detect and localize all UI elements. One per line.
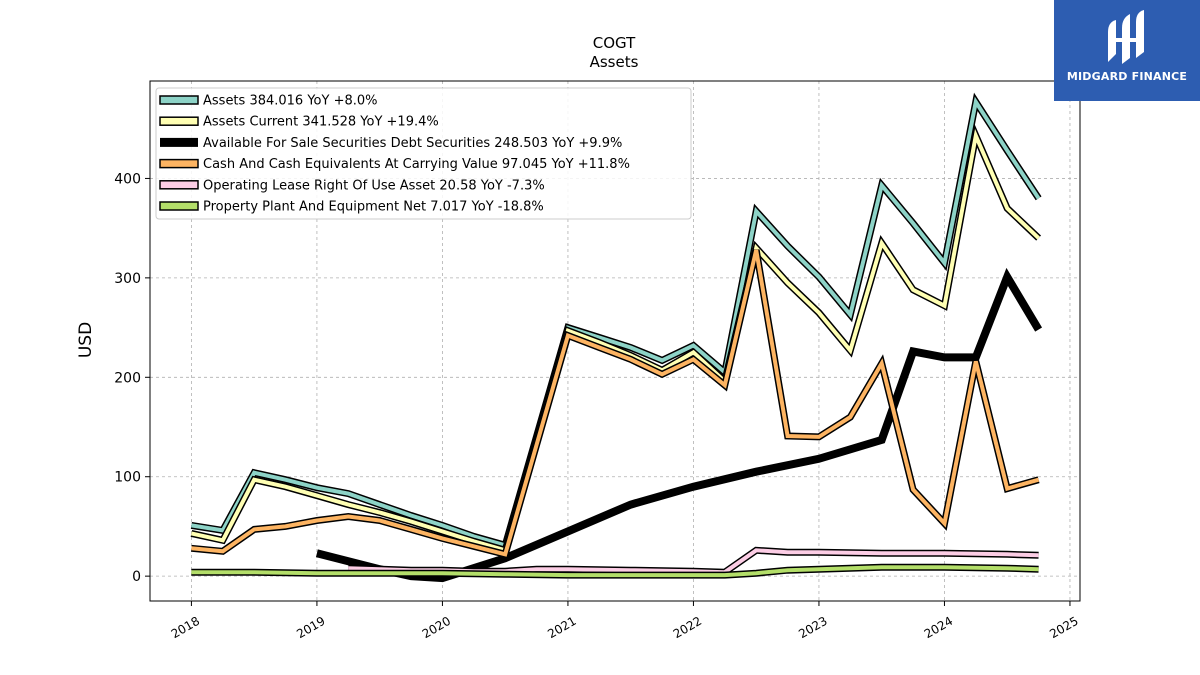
legend-swatch [160, 137, 198, 147]
y-tick-label: 300 [114, 271, 141, 287]
axes-frame [149, 80, 1081, 602]
legend-label: Operating Lease Right Of Use Asset 20.58… [203, 178, 545, 193]
legend-item: Property Plant And Equipment Net 7.017 Y… [159, 200, 544, 215]
x-tick-label: 2025 [1047, 614, 1080, 641]
y-tick-label: 200 [114, 370, 141, 386]
x-tick-label: 2018 [169, 614, 202, 641]
legend-swatch [159, 201, 199, 211]
legend-box [155, 87, 692, 220]
legend-item: Operating Lease Right Of Use Asset 20.58… [159, 178, 545, 193]
legend-label: Property Plant And Equipment Net 7.017 Y… [203, 200, 544, 215]
x-tick-label: 2021 [545, 614, 578, 641]
chart-title: COGT [593, 34, 636, 52]
legend-label: Assets Current 341.528 YoY +19.4% [203, 115, 439, 130]
series-lines [190, 92, 1043, 583]
legend-label: Cash And Cash Equivalents At Carrying Va… [203, 157, 630, 172]
legend-item: Available For Sale Securities Debt Secur… [160, 136, 622, 151]
series-stroke [190, 128, 1040, 553]
y-tick-label: 0 [132, 569, 141, 585]
brand-logo: MIDGARD FINANCE [1054, 0, 1200, 101]
brand-name: MIDGARD FINANCE [1066, 70, 1188, 83]
x-tick-label: 2019 [294, 614, 327, 641]
legend-item: Cash And Cash Equivalents At Carrying Va… [159, 157, 630, 172]
series-stroke [191, 96, 1041, 548]
x-tick-label: 2023 [796, 614, 829, 641]
legend-swatch [159, 180, 199, 190]
x-tick-label: 2022 [671, 614, 704, 641]
y-tick-label: 400 [114, 171, 141, 187]
legend-label: Available For Sale Securities Debt Secur… [203, 136, 622, 151]
legend: Assets 384.016 YoY +8.0% Assets Current 3… [155, 87, 692, 220]
legend-swatch [159, 158, 199, 169]
legend-swatch [159, 95, 199, 105]
x-tick-label: 2024 [922, 614, 955, 641]
legend-swatch [159, 116, 199, 126]
series-line [191, 249, 1040, 559]
series-stroke [191, 565, 1039, 578]
y-axis-label: USD [76, 322, 96, 358]
series-stroke [191, 249, 1040, 557]
series-line [190, 92, 1042, 550]
legend-item: Assets 384.016 YoY +8.0% [159, 94, 378, 109]
legend-label: Assets 384.016 YoY +8.0% [203, 94, 378, 109]
x-tick-label: 2020 [420, 614, 453, 641]
series-line [191, 563, 1039, 579]
chart-subtitle: Assets [590, 53, 639, 71]
legend-item: Assets Current 341.528 YoY +19.4% [159, 115, 439, 130]
y-tick-label: 100 [114, 470, 141, 486]
midgard-logo-icon [1108, 10, 1144, 64]
series-line [190, 123, 1042, 555]
